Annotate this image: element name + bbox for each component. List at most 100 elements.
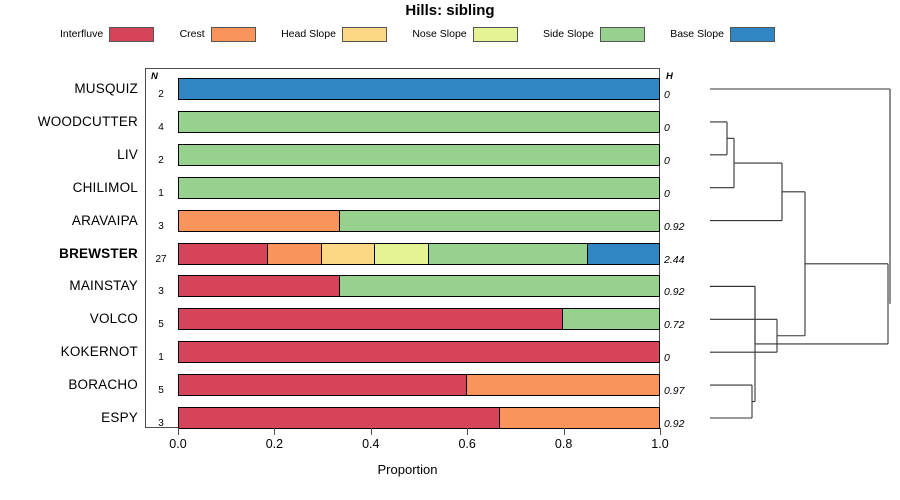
row-label-espy: ESPY [101, 410, 138, 425]
bar-segment [179, 79, 659, 99]
n-value: 2 [158, 89, 164, 100]
legend-label: Interfluve [60, 28, 104, 40]
n-value: 5 [158, 319, 164, 331]
n-value: 27 [155, 253, 167, 265]
bar-segment [179, 210, 340, 231]
bar-segment [339, 210, 659, 231]
row-label-liv: LIV [117, 146, 138, 162]
table-row: VOLCO 5 0.72 [0, 308, 900, 341]
stacked-bar [178, 308, 660, 331]
stacked-bar [178, 242, 660, 265]
row-label-brewster: BREWSTER [59, 245, 138, 261]
h-value: 0.97 [664, 385, 685, 398]
x-axis: 0.0 0.2 0.4 0.6 0.8 1.0 [0, 428, 900, 451]
bar-segment [179, 309, 564, 330]
row-label-woodcutter: WOODCUTTER [37, 113, 138, 129]
table-row: ARAVAIPA 3 0.92 [0, 209, 900, 243]
legend-item: Base Slope [670, 26, 775, 42]
h-value: 0.92 [664, 286, 685, 299]
bar-segment [563, 309, 659, 330]
h-value: 0.72 [664, 319, 685, 332]
legend-item: Side Slope [543, 26, 645, 42]
table-row: WOODCUTTER 4 0 [0, 110, 900, 144]
axis-tick-label: 0.4 [362, 437, 380, 451]
bar-segment [179, 276, 340, 297]
bar-segment [321, 243, 376, 264]
bar-segment [179, 342, 659, 363]
row-label-boracho: BORACHO [68, 377, 138, 393]
legend-swatch [109, 26, 155, 42]
row-label-musquiz: MUSQUIZ [74, 81, 138, 96]
bar-segment [179, 243, 268, 264]
row-label-aravaipa: ARAVAIPA [71, 212, 138, 228]
n-value: 3 [158, 220, 164, 232]
table-row: BREWSTER 27 2.44 [0, 242, 900, 276]
bar-segment [588, 243, 659, 264]
axis-tick-label: 0.6 [458, 437, 476, 451]
h-value: 2.44 [664, 253, 685, 266]
row-label-kokernot: KOKERNOT [60, 344, 138, 360]
table-row: MUSQUIZ 2 0 [0, 78, 900, 111]
n-value: 3 [158, 418, 164, 429]
legend: Interfluve Crest Head Slope Nose Slope Side … [60, 24, 775, 44]
table-row: LIV 2 0 [0, 143, 900, 177]
bar-segment [179, 375, 468, 396]
h-value: 0 [664, 154, 670, 167]
dendrogram [710, 88, 891, 419]
stacked-bar [178, 209, 660, 232]
axis-tick-label: 0.2 [265, 437, 284, 451]
axis-tick [370, 428, 372, 435]
bar-segment [179, 111, 659, 132]
h-value: 0 [664, 352, 670, 365]
n-value: 4 [158, 121, 164, 133]
axis-tick [274, 428, 276, 435]
bar-segment [339, 276, 659, 297]
legend-swatch [472, 26, 518, 42]
stacked-bar [178, 78, 660, 100]
legend-label: Crest [179, 28, 205, 40]
stacked-bar [178, 341, 660, 364]
bar-segment [429, 243, 589, 264]
axis-tick [178, 428, 179, 435]
legend-swatch [341, 26, 387, 42]
bar-segment [467, 375, 659, 396]
legend-swatch [729, 26, 775, 42]
h-value: 0.92 [664, 418, 685, 430]
n-value: 1 [158, 352, 164, 364]
legend-label: Head Slope [281, 28, 336, 40]
bar-segment [267, 243, 322, 264]
stacked-bar [178, 275, 660, 298]
stacked-bar [178, 143, 660, 166]
row-label-volco: VOLCO [89, 311, 138, 327]
legend-swatch [210, 26, 256, 42]
stacked-bar [178, 374, 660, 397]
row-label-chilimol: CHILIMOL [72, 179, 138, 195]
axis-tick-label: 0.8 [554, 437, 573, 451]
n-value: 3 [158, 286, 164, 298]
chart-title: Hills: sibling [405, 2, 495, 19]
table-row: KOKERNOT 1 0 [0, 341, 900, 374]
x-axis-title: Proportion [377, 462, 438, 477]
table-row: BORACHO 5 0.97 [0, 374, 900, 407]
n-value: 2 [158, 154, 164, 166]
stacked-bar [178, 176, 660, 199]
table-row: CHILIMOL 1 0 [0, 176, 900, 210]
legend-swatch [599, 26, 645, 42]
legend-item: Interfluve [60, 26, 155, 42]
table-row: MAINSTAY 3 0.92 [0, 275, 900, 308]
h-value: 0 [664, 89, 670, 101]
axis-tick [563, 428, 565, 435]
h-value: 0 [664, 121, 670, 134]
bar-segment [179, 408, 500, 428]
axis-tick [660, 428, 661, 435]
table-row: ESPY 3 0.92 [0, 407, 900, 440]
legend-label: Base Slope [670, 28, 724, 40]
bar-segment [499, 408, 659, 428]
column-header-h: H [666, 71, 673, 82]
n-value: 5 [158, 385, 164, 397]
h-value: 0.92 [664, 220, 685, 233]
h-value: 0 [664, 187, 670, 200]
axis-tick-label: 0.0 [169, 437, 187, 451]
axis-tick-label: 1.0 [651, 437, 669, 451]
